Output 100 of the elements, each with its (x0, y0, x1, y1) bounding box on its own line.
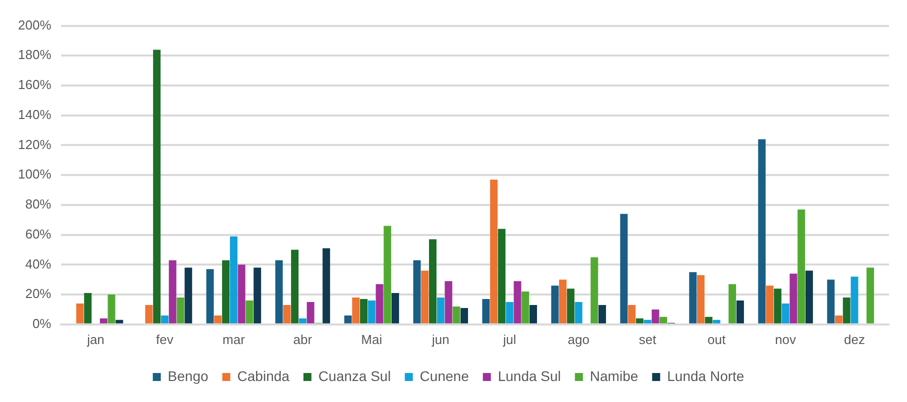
bar (108, 294, 116, 324)
bar (222, 260, 230, 324)
bar (697, 275, 705, 324)
bar (506, 302, 514, 324)
legend-label: Cabinda (237, 368, 290, 384)
bar (782, 304, 790, 324)
bar (866, 268, 874, 324)
legend-label: Cunene (420, 368, 470, 384)
x-tick-label: Mai (361, 332, 382, 347)
bar (160, 315, 168, 324)
bar (116, 320, 124, 324)
bar (790, 274, 798, 324)
legend-label: Lunda Norte (667, 368, 744, 384)
bar (850, 276, 858, 324)
bar (660, 316, 668, 324)
bar (84, 293, 92, 324)
bar (230, 236, 238, 324)
x-tick-label: set (638, 332, 657, 347)
y-tick-label: 200% (18, 17, 52, 32)
bar (566, 288, 574, 324)
bar (460, 308, 468, 324)
y-tick-label: 120% (18, 136, 52, 152)
bar (620, 214, 628, 324)
bar (254, 268, 262, 324)
bar (344, 315, 352, 324)
x-tick-label: out (708, 332, 726, 347)
bar (530, 304, 538, 324)
y-tick-label: 60% (25, 226, 52, 242)
bar (275, 260, 283, 324)
bar (352, 298, 360, 324)
bar (145, 304, 153, 324)
x-tick-label: jun (430, 332, 450, 347)
x-tick-label: dez (844, 332, 865, 347)
bar (644, 320, 652, 324)
bar (827, 280, 835, 324)
bar (736, 300, 744, 324)
bar (798, 209, 806, 324)
bar (306, 302, 314, 324)
y-tick-label: 140% (18, 106, 52, 122)
y-tick-label: 20% (25, 286, 52, 302)
bar (652, 309, 660, 324)
bar (574, 302, 582, 324)
bar (360, 299, 368, 324)
bar (636, 318, 644, 324)
x-tick-label: jan (86, 332, 104, 347)
x-tick-label: fev (156, 332, 174, 347)
bar (712, 320, 720, 324)
bar (246, 300, 254, 324)
bar (283, 304, 291, 324)
bar (392, 293, 400, 324)
bar (153, 50, 161, 324)
bar (490, 180, 498, 324)
bar (368, 300, 376, 324)
bar (689, 272, 697, 324)
bar (452, 306, 460, 324)
bar (498, 228, 506, 324)
bar (298, 318, 306, 324)
bar (842, 298, 850, 324)
bar (559, 280, 567, 324)
bar (766, 286, 774, 324)
bar (176, 298, 184, 324)
bar (76, 304, 84, 324)
bar (704, 316, 712, 324)
bar (376, 284, 384, 324)
x-tick-label: nov (775, 332, 797, 347)
bar (551, 286, 559, 324)
y-tick-label: 0% (32, 316, 52, 331)
bar (168, 260, 176, 324)
x-tick-label: ago (568, 332, 590, 347)
y-tick-label: 40% (25, 256, 52, 272)
bar (805, 270, 813, 324)
bar (598, 304, 606, 324)
bar (184, 268, 192, 324)
x-tick-label: abr (293, 332, 313, 347)
legend-label: Lunda Sul (498, 368, 561, 384)
x-tick-label: jul (502, 332, 516, 347)
bar (100, 318, 108, 324)
legend-label: Cuanza Sul (318, 368, 391, 384)
bar (728, 284, 736, 324)
bar (421, 270, 429, 324)
bar (514, 281, 522, 324)
bar (322, 248, 330, 324)
bar (238, 264, 246, 324)
y-tick-label: 160% (18, 77, 52, 92)
bar (214, 315, 222, 324)
y-tick-label: 100% (18, 166, 52, 182)
legend-label: Namibe (590, 368, 638, 384)
bar (291, 250, 299, 324)
bar (384, 226, 392, 324)
bar (444, 281, 452, 324)
x-tick-label: mar (222, 332, 246, 347)
bar (774, 288, 782, 324)
bar (482, 299, 490, 324)
bar (835, 315, 842, 324)
bar (522, 292, 530, 324)
y-tick-label: 180% (18, 47, 52, 62)
bar (590, 257, 598, 324)
y-tick-label: 80% (25, 196, 52, 212)
legend-label: Bengo (168, 368, 208, 384)
bar (206, 269, 214, 324)
